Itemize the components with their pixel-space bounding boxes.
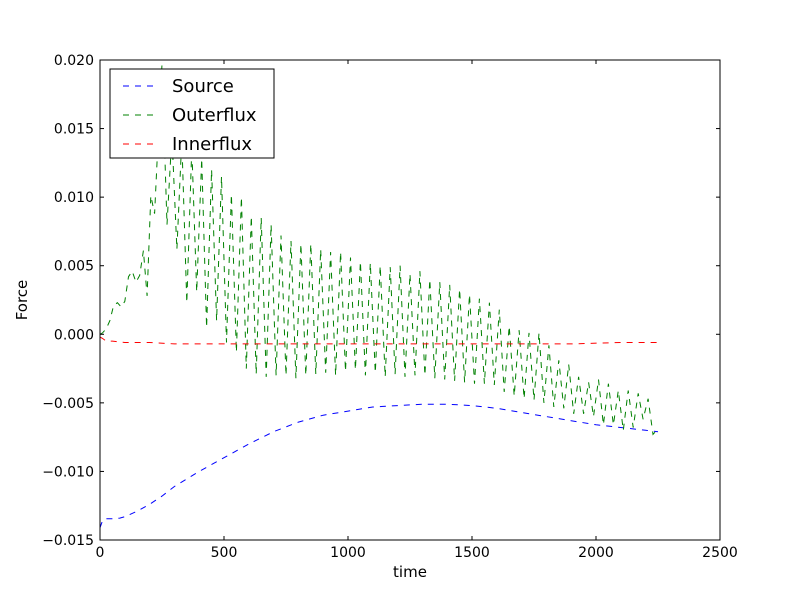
x-tick-label: 1000 — [330, 545, 366, 561]
x-tick-label: 2000 — [578, 545, 614, 561]
x-tick-label: 2500 — [702, 545, 738, 561]
x-axis: 0 500 1000 1500 2000 2500 — [96, 60, 738, 561]
legend-label-source: Source — [172, 76, 234, 97]
legend-label-innerflux: Innerflux — [172, 134, 252, 155]
plot-frame — [99, 59, 721, 541]
y-tick-label: 0.020 — [54, 53, 94, 69]
series-line-source — [99, 403, 659, 528]
series-line-innerflux — [99, 336, 658, 345]
y-axis-label: Force — [13, 280, 31, 321]
series-line-outerflux — [99, 64, 658, 436]
y-tick-label: −0.015 — [42, 533, 94, 549]
legend-label-outerflux: Outerflux — [172, 105, 257, 126]
y-tick-label: 0.010 — [54, 190, 94, 206]
x-axis-label: time — [393, 563, 427, 581]
y-tick-label: 0.015 — [54, 122, 94, 138]
series-layer — [99, 64, 659, 528]
y-tick-label: −0.010 — [42, 464, 94, 480]
x-tick-label: 0 — [96, 545, 105, 561]
y-tick-label: −0.005 — [42, 396, 94, 412]
y-tick-label: 0.005 — [54, 259, 94, 275]
x-tick-label: 500 — [211, 545, 238, 561]
x-tick-label: 1500 — [454, 545, 490, 561]
legend-frame — [109, 68, 275, 159]
y-axis: −0.015 −0.010 −0.005 0.000 0.005 0.010 0.015 0.… — [42, 53, 720, 549]
legend: Source Outerflux Innerflux — [109, 68, 275, 159]
y-tick-label: 0.000 — [54, 327, 94, 343]
